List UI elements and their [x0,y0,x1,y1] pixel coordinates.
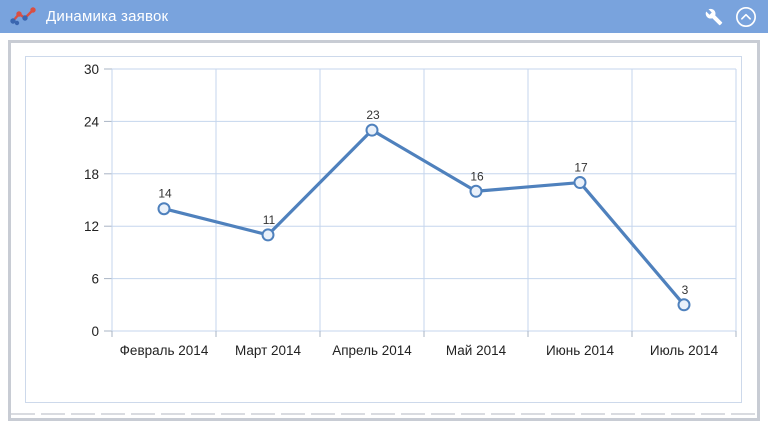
svg-text:16: 16 [470,169,484,183]
svg-text:Май 2014: Май 2014 [446,343,507,358]
svg-text:Апрель 2014: Апрель 2014 [332,343,412,358]
svg-text:18: 18 [84,167,99,182]
svg-text:Март 2014: Март 2014 [235,343,302,358]
widget-title: Динамика заявок [46,8,169,25]
svg-text:Февраль 2014: Февраль 2014 [120,343,209,358]
svg-text:23: 23 [366,108,380,122]
line-chart-svg: 0 6 12 18 24 30 14 11 23 16 17 3 Февраль 2014 Март 20… [84,62,737,358]
svg-text:24: 24 [84,114,100,129]
svg-text:12: 12 [84,219,99,234]
svg-text:17: 17 [574,161,588,175]
svg-text:6: 6 [91,272,99,287]
chart-container: 0 6 12 18 24 30 14 11 23 16 17 3 Февраль 2014 Март 20… [25,56,742,403]
svg-text:14: 14 [158,187,172,201]
svg-text:0: 0 [91,324,99,339]
wrench-icon[interactable] [702,5,726,29]
svg-text:30: 30 [84,62,99,77]
svg-text:3: 3 [682,283,689,297]
trend-chart-icon [10,6,38,28]
chevron-up-circle-icon[interactable] [734,5,758,29]
svg-text:11: 11 [263,213,276,227]
widget-body-panel: 0 6 12 18 24 30 14 11 23 16 17 3 Февраль 2014 Март 20… [8,40,760,421]
panel-resize-grip[interactable] [11,413,757,415]
svg-text:Июнь 2014: Июнь 2014 [546,343,615,358]
widget-header: Динамика заявок [0,0,768,33]
svg-text:Июль 2014: Июль 2014 [650,343,719,358]
header-actions [702,5,758,29]
